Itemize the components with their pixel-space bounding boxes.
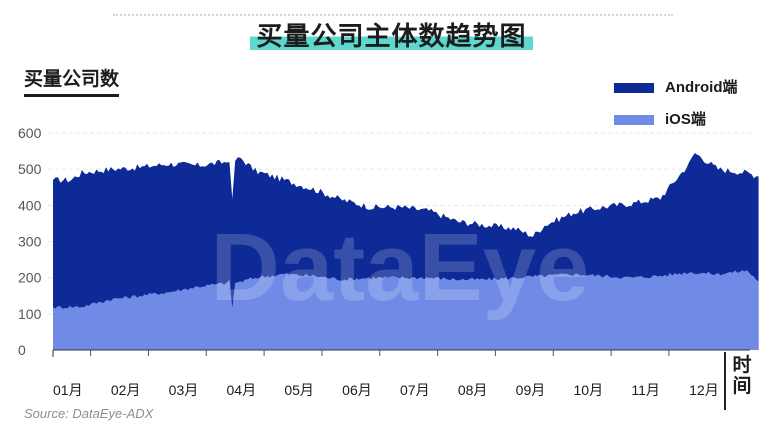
y-tick-label-100: 100	[18, 306, 42, 322]
y-tick-label-600: 600	[18, 125, 42, 141]
x-tick-label-10: 10月	[574, 382, 604, 398]
title-decoration-dots	[113, 14, 673, 16]
chart-title-wrap: 买量公司主体数趋势图	[0, 16, 783, 53]
y-tick-label-400: 400	[18, 197, 42, 213]
x-tick-label-6: 06月	[342, 382, 372, 398]
legend-item-ios: iOS端	[614, 108, 706, 129]
legend-label-ios: iOS端	[665, 111, 706, 128]
x-tick-label-7: 07月	[400, 382, 430, 398]
x-axis-title: 时间	[732, 355, 752, 397]
y-tick-label-0: 0	[18, 342, 26, 358]
x-tick-label-9: 09月	[516, 382, 546, 398]
legend-swatch-ios	[614, 115, 654, 126]
x-tick-label-1: 01月	[53, 382, 83, 398]
y-tick-label-300: 300	[18, 234, 42, 250]
x-tick-label-2: 02月	[111, 382, 141, 398]
watermark: DataEye	[211, 214, 590, 321]
source-note: Source: DataEye-ADX	[24, 406, 154, 421]
x-tick-label-5: 05月	[284, 382, 314, 398]
x-tick-label-8: 08月	[458, 382, 488, 398]
y-tick-label-200: 200	[18, 270, 42, 286]
legend-swatch-android	[614, 83, 654, 94]
x-tick-label-3: 03月	[169, 382, 199, 398]
legend-item-android: Android端	[614, 76, 738, 97]
x-tick-label-11: 11月	[631, 382, 660, 398]
chart-title: 买量公司主体数趋势图	[250, 16, 533, 53]
y-tick-label-500: 500	[18, 161, 42, 177]
x-tick-label-12: 12月	[689, 382, 719, 398]
area-series-ios	[53, 270, 759, 350]
y-axis-title: 买量公司数	[24, 64, 120, 97]
x-tick-label-4: 04月	[227, 382, 257, 398]
legend-label-android: Android端	[665, 79, 738, 96]
